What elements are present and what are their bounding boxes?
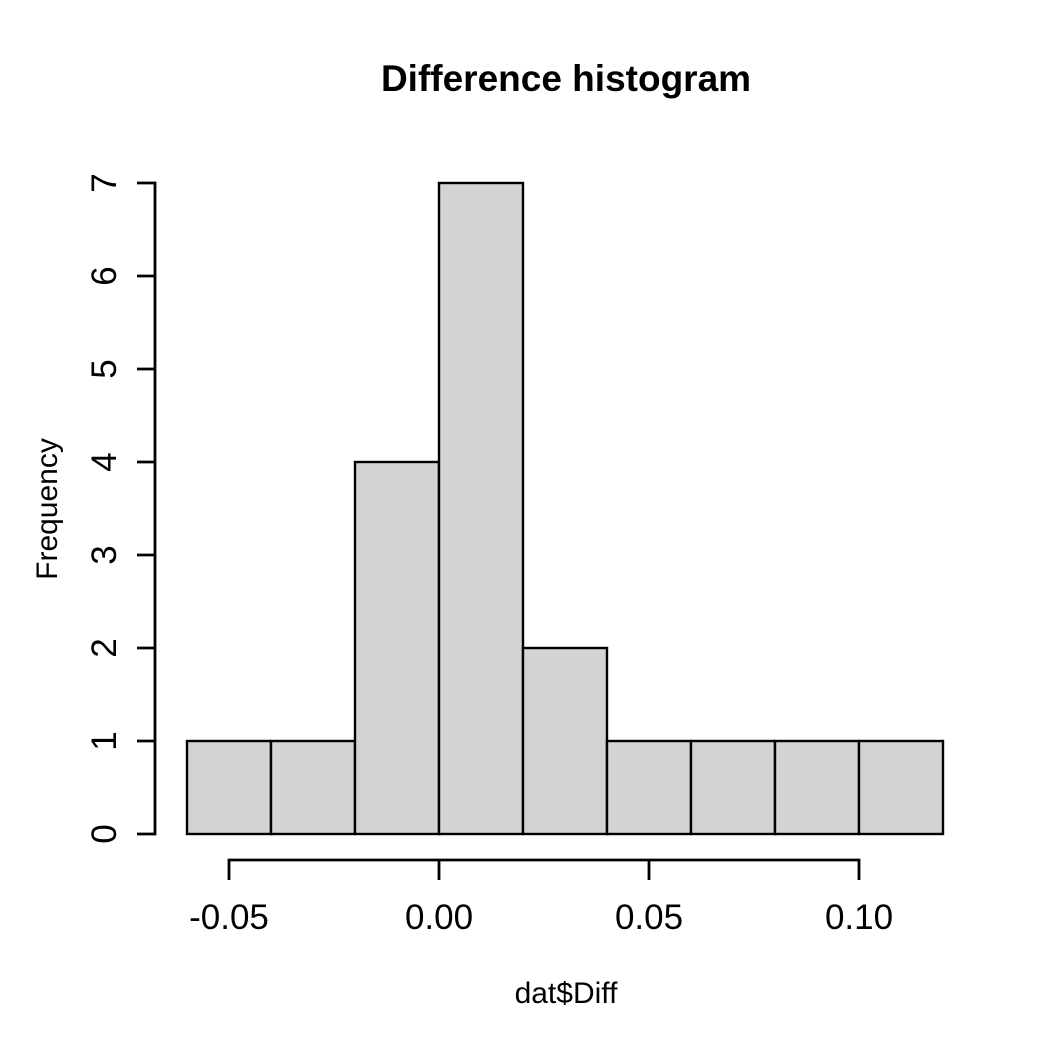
histogram-bar — [773, 739, 861, 836]
y-tick-label: 6 — [85, 266, 124, 285]
y-tick-label: 4 — [85, 452, 124, 471]
y-tick-label: 5 — [85, 359, 124, 378]
y-tick-label: 3 — [85, 545, 124, 564]
x-axis-title: dat$Diff — [515, 977, 619, 1010]
y-tick-label: 7 — [85, 173, 124, 192]
x-tick-label: 0.00 — [405, 898, 473, 937]
histogram-bar — [521, 646, 609, 836]
histogram-bar — [269, 739, 357, 836]
histogram-bar — [689, 739, 777, 836]
y-tick-label: 2 — [85, 638, 124, 657]
histogram-bar — [605, 739, 693, 836]
histogram-bar — [185, 739, 273, 836]
histogram-bar — [437, 181, 525, 836]
y-axis-title: Frequency — [31, 438, 64, 580]
y-tick-label: 1 — [85, 731, 124, 750]
x-tick-label: -0.05 — [189, 898, 269, 937]
y-axis: 0 1 2 3 4 5 6 7 — [85, 173, 157, 844]
chart-title: Difference histogram — [381, 58, 751, 99]
y-tick-label: 0 — [85, 824, 124, 843]
x-tick-label: 0.10 — [825, 898, 893, 937]
x-axis: -0.05 0.00 0.05 0.10 — [189, 858, 893, 937]
histogram-bar — [857, 739, 945, 836]
histogram-bar — [353, 460, 441, 836]
x-tick-label: 0.05 — [615, 898, 683, 937]
bars-group — [185, 181, 945, 836]
